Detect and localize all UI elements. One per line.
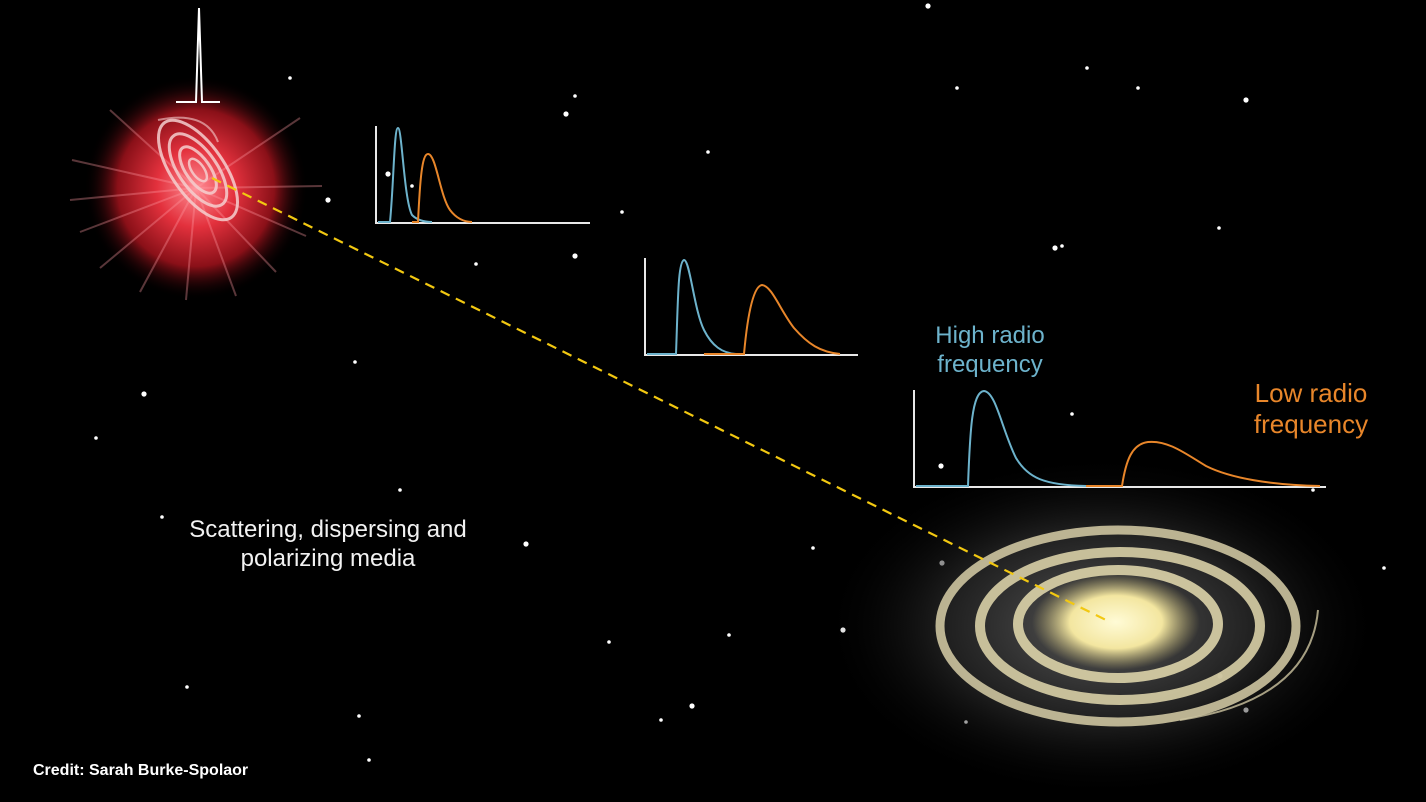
pulse-panel-midway [644, 258, 858, 356]
milky-way-galaxy [822, 454, 1382, 798]
star [385, 171, 391, 177]
low-frequency-pulse [1086, 440, 1321, 487]
star [185, 685, 189, 689]
high-radio-frequency-label: High radio frequency [935, 322, 1045, 378]
high-frequency-pulse [916, 389, 1087, 487]
pulse-panel-at-earth [913, 389, 1326, 488]
low-frequency-pulse [704, 283, 841, 355]
source-spiral-arm [157, 116, 219, 143]
panel-axes [644, 258, 858, 356]
pulse-panel-near-source [375, 126, 590, 224]
star [160, 515, 164, 519]
star [572, 253, 578, 259]
star [398, 488, 402, 492]
star [1311, 488, 1315, 492]
galaxy-core [1032, 574, 1200, 670]
star [1085, 66, 1089, 70]
galaxy-spiral-arm [1179, 609, 1319, 721]
star [94, 436, 98, 440]
star [357, 714, 361, 718]
star [727, 633, 731, 637]
galaxy-ring [975, 547, 1265, 705]
panel-axes [913, 390, 1326, 488]
source-spiral [156, 118, 240, 222]
star [563, 111, 569, 117]
star [573, 94, 577, 98]
star [1243, 97, 1249, 103]
source-red-glow [84, 76, 308, 300]
star [141, 391, 147, 397]
star [925, 3, 931, 9]
star [474, 262, 478, 266]
panel-axes [375, 126, 590, 224]
high-frequency-pulse [378, 126, 433, 223]
star [1382, 566, 1386, 570]
high-frequency-pulse [647, 258, 737, 355]
star [689, 703, 695, 709]
signal-path [211, 177, 1111, 623]
star [607, 640, 611, 644]
burst-source-galaxy [69, 7, 323, 301]
star [659, 718, 663, 722]
star [523, 541, 529, 547]
star [353, 360, 357, 364]
galaxy-ring [1013, 565, 1223, 683]
star [325, 197, 331, 203]
galaxy-ring [935, 525, 1301, 727]
star [1052, 245, 1058, 251]
star [1136, 86, 1140, 90]
star [1217, 226, 1221, 230]
star [288, 76, 292, 80]
star [1060, 244, 1064, 248]
star [706, 150, 710, 154]
initial-pulse-spike [176, 7, 220, 103]
star [938, 463, 944, 469]
star [811, 546, 815, 550]
star [367, 758, 371, 762]
credit-line: Credit: Sarah Burke-Spolaor [33, 762, 249, 779]
media-label: Scattering, dispersing and polarizing me… [189, 516, 467, 572]
star [1070, 412, 1074, 416]
star [620, 210, 624, 214]
low-radio-frequency-label: Low radio frequency [1253, 378, 1369, 440]
low-frequency-pulse [412, 152, 473, 223]
star [955, 86, 959, 90]
star [410, 184, 414, 188]
